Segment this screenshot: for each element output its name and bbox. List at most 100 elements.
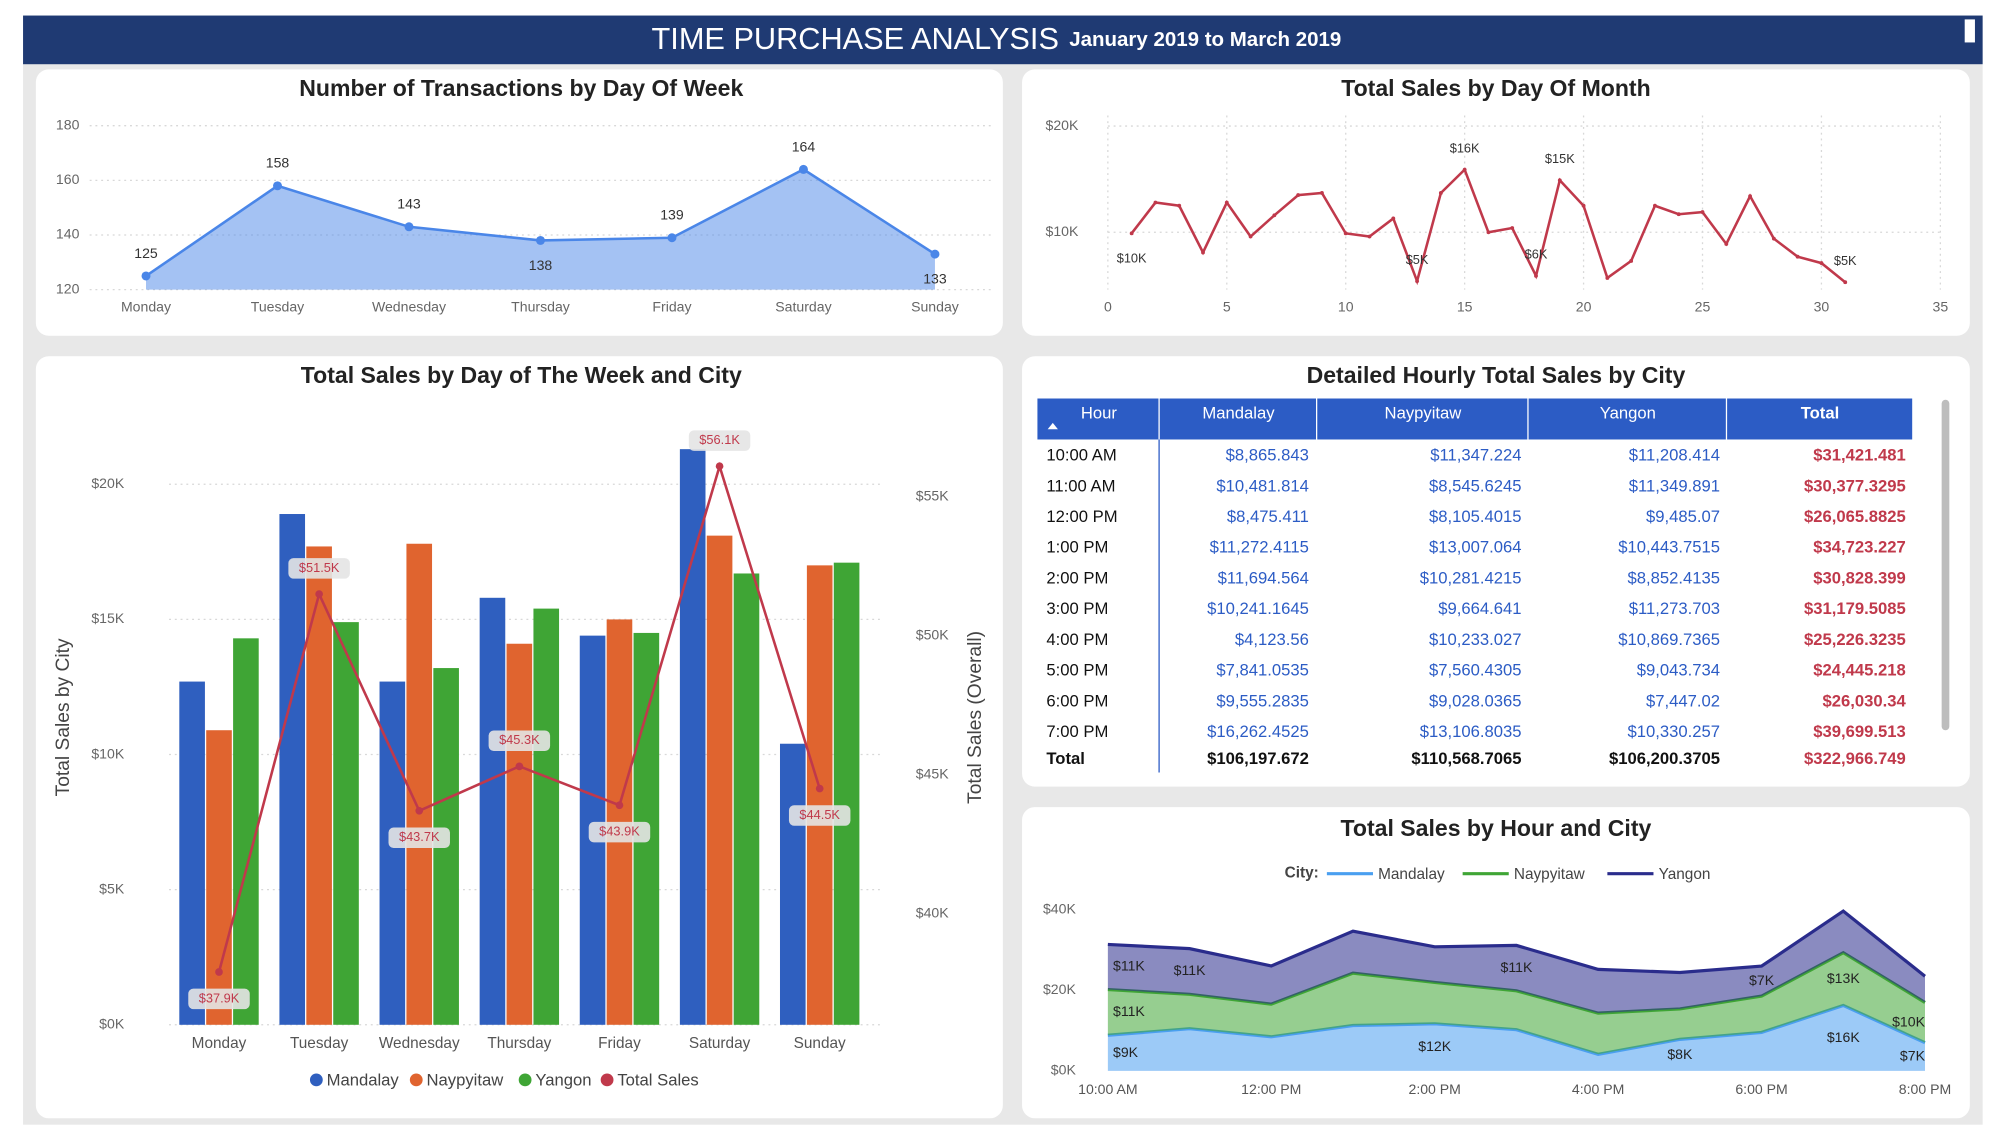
tick-label: 180 [56,116,80,132]
legend-label: Naypyitaw [426,1071,504,1090]
column-header[interactable]: Mandalay [1202,403,1275,422]
area [146,169,935,290]
header-bar [23,15,1983,65]
area [1107,952,1925,1055]
x-tick-label: 10:00 AM [1078,1081,1137,1097]
marker [1700,210,1705,215]
tick-label: $5K [99,880,125,896]
column-header[interactable]: Naypyitaw [1385,403,1463,422]
x-tick-label: Monday [192,1035,247,1052]
tick-label: 160 [56,171,80,187]
value-label: $11K [1174,962,1206,978]
x-tick-label: 5 [1223,298,1231,314]
column-header[interactable]: Total [1801,403,1840,422]
bar [279,514,306,1025]
marker [798,164,808,174]
legend-swatch [309,1073,323,1087]
label-box [588,821,651,843]
marker [404,222,414,232]
table-cell: $30,828.399 [1813,568,1906,587]
table-cell: $8,865.843 [1226,446,1309,465]
table-cell: $26,030.34 [1822,691,1906,710]
legend-label: Yangon [1659,866,1711,883]
marker [1248,234,1253,239]
table-cell: $25,226.3235 [1804,630,1906,649]
marker [1653,203,1657,208]
marker [141,271,151,281]
marker [1272,213,1277,218]
table-cell: 12:00 PM [1046,507,1117,526]
table-cell: $7,447.02 [1646,691,1720,710]
x-tick-label: Thursday [487,1035,551,1052]
table-cell: $31,421.481 [1813,446,1906,465]
value-label: $56.1K [699,432,740,447]
bar [479,597,506,1025]
table-cell: $24,445.218 [1813,661,1906,680]
marker [273,181,282,191]
bar [306,546,332,1025]
column-header[interactable]: Yangon [1600,403,1656,422]
legend-swatch [409,1073,423,1087]
x-tick-label: Monday [121,298,172,314]
tick-label: $10K [1046,223,1079,239]
marker [1581,203,1586,208]
marker [715,462,724,471]
marker [1320,191,1324,195]
value-label: $51.5K [299,560,340,575]
value-label: $5K [1834,253,1857,268]
value-label: 158 [266,155,290,171]
chart-title: Total Sales by Day of The Week and City [301,362,742,388]
table-cell: $11,208.414 [1629,446,1720,465]
table-cell: $10,443.7515 [1618,538,1720,557]
x-tick-label: 4:00 PM [1572,1081,1624,1097]
label-box [288,558,350,579]
column-header[interactable]: Hour [1081,403,1118,422]
table-cell: $8,545.6245 [1429,476,1522,495]
table-cell: $9,664.641 [1438,599,1521,618]
marker [1557,178,1562,183]
x-tick-label: 15 [1457,298,1473,314]
value-label: $16K [1827,1029,1860,1045]
value-label: $12K [1418,1038,1451,1054]
table-cell: $7,841.0535 [1216,661,1309,680]
bar [333,622,359,1025]
table-cell: $8,105.4015 [1429,507,1522,526]
x-tick-label: 10 [1338,298,1354,314]
marker [1486,230,1491,235]
table-cell: 7:00 PM [1046,722,1108,741]
marker [1748,194,1753,199]
value-label: $44.5K [799,807,840,822]
table-cell: $39,699.513 [1813,722,1906,741]
marker [1129,231,1134,236]
marker [1415,279,1420,284]
table-cell: $9,028.0365 [1429,691,1522,710]
table-cell: $106,197.672 [1207,749,1309,768]
label-box [688,430,751,451]
table-cell: $11,349.891 [1629,476,1720,495]
legend-label: Naypyitaw [1514,866,1586,883]
table-cell: $10,869.7365 [1618,630,1720,649]
value-label: $7K [1900,1048,1926,1064]
bar [779,743,806,1025]
tick-label: $20K [1043,981,1076,997]
x-tick-label: Saturday [689,1035,751,1052]
table-cell: $11,694.564 [1218,568,1309,587]
table-cell: 3:00 PM [1046,599,1108,618]
table-header-bg [1037,398,1913,440]
table-cell: $10,330.257 [1628,722,1721,741]
x-tick-label: 2:00 PM [1408,1081,1460,1097]
x-tick-label: Sunday [794,1035,846,1052]
bar [679,449,706,1025]
panel [35,69,1003,336]
table-cell: $8,475.411 [1227,507,1309,526]
marker [315,590,323,598]
header: TIME PURCHASE ANALYSIS January 2019 to Ma… [652,21,1342,56]
x-tick-label: 35 [1933,298,1949,314]
marker [1438,191,1443,195]
label-box [788,805,851,826]
marker [930,249,940,259]
value-label: 164 [792,138,816,154]
table-cell: $9,555.2835 [1216,691,1309,710]
table-cell: $10,241.1645 [1207,599,1309,618]
